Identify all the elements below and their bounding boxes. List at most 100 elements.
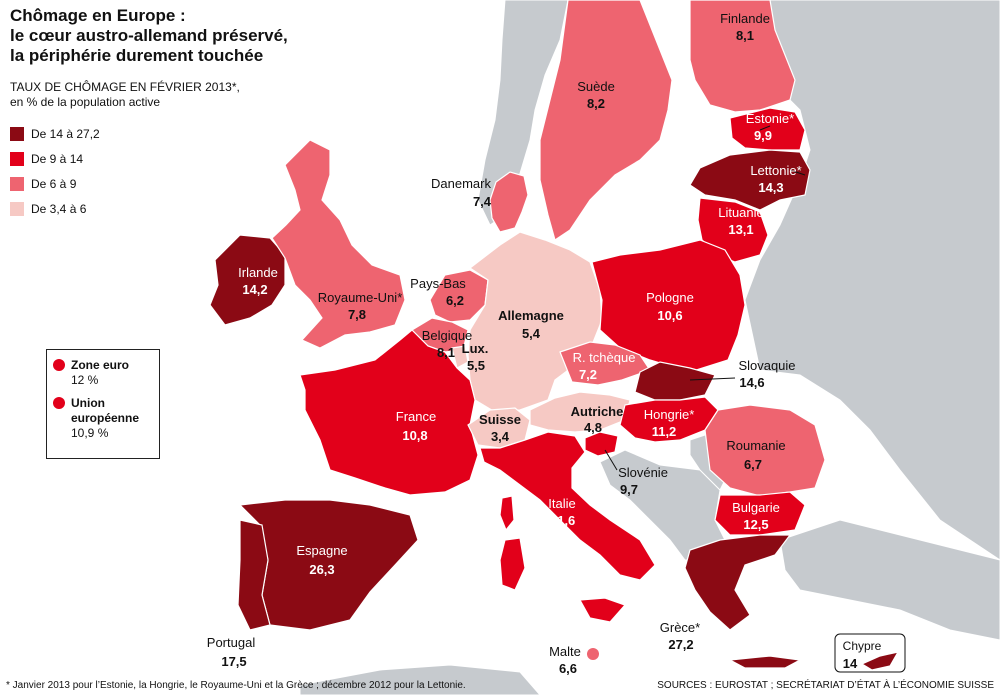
country-roumanie[interactable] [704, 404, 826, 497]
label-belgique: Belgique [422, 328, 473, 343]
label-grece: Grèce* [660, 620, 700, 635]
label-slovenie: Slovénie [618, 465, 668, 480]
map-subtitle: TAUX DE CHÔMAGE EN FÉVRIER 2013*, en % d… [10, 80, 240, 110]
title-line-2: le cœur austro-allemand préservé, [10, 26, 288, 45]
value-france: 10,8 [402, 428, 427, 443]
country-pologne[interactable] [591, 239, 746, 373]
label-espagne: Espagne [296, 543, 347, 558]
value-suisse: 3,4 [491, 429, 510, 444]
value-finlande: 8,1 [736, 28, 754, 43]
label-suede: Suède [577, 79, 615, 94]
legend-item: De 9 à 14 [10, 146, 100, 171]
label-royaume-uni: Royaume-Uni* [318, 290, 403, 305]
country-italie-sicile[interactable] [579, 597, 627, 623]
value-r-tcheque: 7,2 [579, 367, 597, 382]
country-italie-sardaigne[interactable] [499, 537, 526, 591]
label-r-tcheque: R. tchèque [573, 350, 636, 365]
legend-swatch [10, 126, 24, 141]
country-france-corse[interactable] [499, 495, 515, 532]
label-portugal: Portugal [207, 635, 256, 650]
legend-swatch [10, 151, 24, 166]
value-lettonie: 14,3 [758, 180, 783, 195]
legend-label: De 6 à 9 [31, 176, 77, 191]
legend-label: De 9 à 14 [31, 151, 84, 166]
legend-swatch [10, 176, 24, 191]
ue-label-line-2: européenne [71, 411, 140, 425]
bullet-icon [53, 397, 65, 409]
label-lituanie: Lituanie [718, 205, 764, 220]
value-chypre: 14 [843, 656, 858, 671]
value-roumanie: 6,7 [744, 457, 762, 472]
value-lituanie: 13,1 [728, 222, 753, 237]
footnote: * Janvier 2013 pour l’Estonie, la Hongri… [6, 680, 466, 691]
leader-slovenie [604, 449, 618, 471]
countries [209, 0, 900, 671]
value-estonie: 9,9 [754, 128, 772, 143]
subtitle-line-2: en % de la population active [10, 95, 161, 109]
leader-slovaquie [689, 377, 736, 381]
legend-item: De 6 à 9 [10, 171, 100, 196]
country-suede[interactable] [539, 0, 673, 241]
value-pologne: 10,6 [657, 308, 682, 323]
legend: De 14 à 27,2 De 9 à 14 De 6 à 9 De 3,4 à… [10, 121, 100, 221]
value-portugal: 17,5 [221, 654, 246, 669]
country-chypre[interactable] [860, 651, 900, 671]
value-hongrie: 11,2 [652, 424, 677, 439]
country-france[interactable] [299, 329, 479, 496]
turkey-land [779, 519, 1000, 641]
value-irlande: 14,2 [242, 282, 267, 297]
legend-swatch [10, 201, 24, 216]
country-slovenie[interactable] [584, 431, 619, 457]
russia-land [744, 0, 1000, 561]
chypre-inset-box [834, 633, 906, 673]
label-estonie: Estonie* [746, 111, 794, 126]
title-line-1: Chômage en Europe : [10, 6, 186, 25]
country-suisse[interactable] [467, 407, 531, 449]
label-slovaquie: Slovaquie [738, 358, 795, 373]
country-slovaquie[interactable] [634, 361, 716, 401]
value-allemagne: 5,4 [522, 326, 541, 341]
average-zone-euro: Zone euro 12 % [53, 358, 153, 388]
label-finlande: Finlande [720, 11, 770, 26]
label-chypre: Chypre [843, 639, 882, 653]
country-italie[interactable] [479, 431, 656, 581]
zone-euro-label: Zone euro [71, 358, 130, 372]
country-irlande[interactable] [209, 234, 286, 326]
value-royaume-uni: 7,8 [348, 307, 366, 322]
title-line-3: la périphérie durement touchée [10, 46, 264, 65]
label-pays-bas: Pays-Bas [410, 276, 466, 291]
value-slovenie: 9,7 [620, 482, 638, 497]
country-portugal[interactable] [237, 519, 271, 631]
map-title: Chômage en Europe : le cœur austro-allem… [10, 6, 288, 66]
value-pays-bas: 6,2 [446, 293, 464, 308]
label-roumanie: Roumanie [726, 438, 785, 453]
malte-dot[interactable] [587, 648, 599, 660]
country-bulgarie[interactable] [714, 491, 806, 536]
label-danemark: Danemark [431, 176, 491, 191]
country-grece-crete[interactable] [727, 655, 802, 669]
value-slovaquie: 14,6 [739, 375, 764, 390]
value-malte: 6,6 [559, 661, 577, 676]
label-bulgarie: Bulgarie [732, 500, 780, 515]
zone-euro-value: 12 % [71, 373, 99, 387]
label-autriche: Autriche [571, 404, 624, 419]
label-france: France [396, 409, 436, 424]
country-lettonie[interactable] [689, 149, 811, 211]
value-espagne: 26,3 [309, 562, 334, 577]
sources: SOURCES : EUROSTAT ; SECRÉTARIAT D’ÉTAT … [657, 680, 994, 691]
subtitle-line-1: TAUX DE CHÔMAGE EN FÉVRIER 2013*, [10, 80, 240, 94]
country-royaume-uni[interactable] [271, 139, 406, 349]
country-danemark[interactable] [489, 171, 529, 233]
country-grece[interactable] [684, 534, 792, 631]
label-malte: Malte [549, 644, 581, 659]
label-pologne: Pologne [646, 290, 694, 305]
country-estonie[interactable] [729, 107, 806, 151]
value-luxembourg: 5,5 [467, 358, 485, 373]
ue-value: 10,9 % [71, 426, 109, 440]
north-africa-land [299, 664, 541, 695]
label-lettonie: Lettonie* [750, 163, 801, 178]
average-ue: Union européenne 10,9 % [53, 396, 153, 441]
leader-lettonie [789, 169, 806, 176]
legend-label: De 3,4 à 6 [31, 201, 87, 216]
